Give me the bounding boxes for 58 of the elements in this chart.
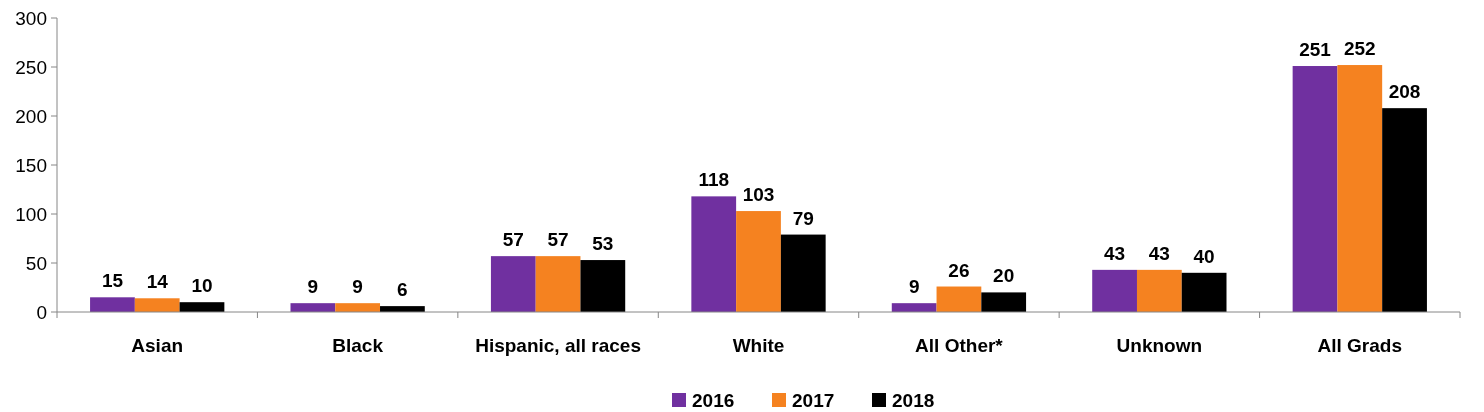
bar	[1181, 272, 1227, 312]
data-label: 118	[698, 169, 730, 191]
y-tick-label: 100	[15, 203, 47, 225]
x-tick-label: All Other*	[915, 335, 1004, 356]
data-label: 9	[908, 276, 920, 298]
data-label: 43	[1104, 242, 1126, 264]
bar	[936, 286, 982, 312]
y-tick-label: 300	[15, 7, 47, 29]
data-label: 26	[948, 259, 970, 281]
data-label: 6	[397, 279, 408, 301]
data-label: 10	[191, 275, 213, 297]
y-tick-label: 0	[36, 301, 47, 323]
data-label: 57	[502, 229, 524, 251]
legend-label: 2017	[792, 389, 835, 411]
data-label: 252	[1343, 38, 1376, 60]
legend-label: 2016	[692, 389, 735, 411]
bar	[134, 298, 180, 312]
data-label: 208	[1388, 81, 1421, 103]
y-tick-label: 50	[25, 252, 47, 274]
bar	[691, 196, 737, 312]
y-tick-label: 250	[15, 56, 47, 78]
x-tick-label: Black	[332, 335, 384, 356]
bar	[780, 234, 826, 312]
bar	[335, 303, 381, 312]
bar	[490, 256, 536, 312]
bar	[891, 303, 937, 312]
bar	[1337, 65, 1383, 312]
data-label: 20	[993, 265, 1015, 287]
bar	[981, 292, 1027, 312]
bar	[1382, 108, 1427, 312]
bar	[290, 303, 336, 312]
x-tick-label: All Grads	[1317, 335, 1403, 356]
bar	[736, 211, 781, 312]
bar	[580, 260, 626, 312]
x-tick-label: Unknown	[1116, 335, 1203, 356]
bar	[1292, 66, 1338, 312]
data-label: 43	[1148, 242, 1170, 264]
y-tick-label: 200	[15, 105, 47, 127]
bar	[535, 256, 581, 312]
data-label: 15	[101, 270, 124, 292]
data-label: 103	[742, 184, 775, 206]
bar	[1092, 269, 1137, 312]
bar	[179, 302, 225, 312]
bar	[90, 297, 135, 312]
x-tick-label: White	[732, 335, 785, 356]
data-label: 9	[352, 276, 363, 298]
data-label: 57	[547, 229, 569, 251]
x-tick-label: Hispanic, all races	[475, 335, 641, 356]
data-label: 40	[1193, 245, 1215, 267]
bar	[1136, 269, 1182, 312]
data-label: 251	[1299, 39, 1332, 61]
data-label: 53	[592, 233, 614, 255]
data-label: 79	[792, 207, 814, 229]
y-tick-label: 150	[15, 154, 47, 176]
legend-label: 2018	[892, 389, 935, 411]
data-label: 14	[146, 271, 169, 293]
data-label: 9	[307, 276, 319, 298]
x-tick-label: Asian	[131, 335, 184, 356]
